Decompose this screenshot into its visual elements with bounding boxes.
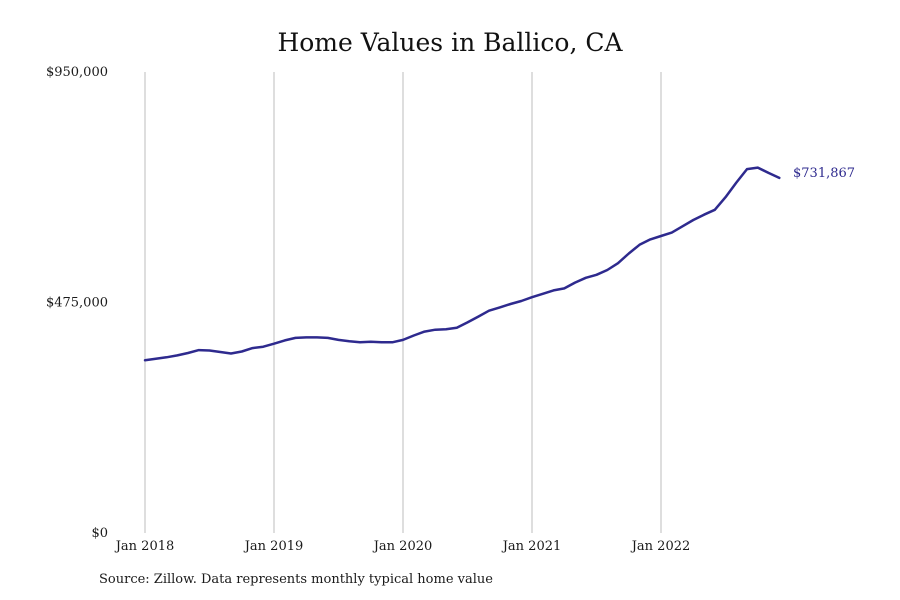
x-tick-label: Jan 2020 [372, 539, 433, 554]
gridlines [144, 72, 662, 533]
x-tick-label: Jan 2018 [114, 539, 175, 554]
source-note: Source: Zillow. Data represents monthly … [99, 572, 493, 587]
y-tick-label: $475,000 [46, 296, 108, 311]
chart-title: Home Values in Ballico, CA [277, 28, 623, 57]
x-tick-label: Jan 2022 [630, 539, 691, 554]
y-tick-label: $0 [91, 526, 108, 541]
x-tick-label: Jan 2021 [501, 539, 562, 554]
x-axis-ticks: Jan 2018 Jan 2019 Jan 2020 Jan 2021 Jan 2022 [114, 539, 691, 554]
end-value-label: $731,867 [793, 166, 855, 181]
x-tick-label: Jan 2019 [243, 539, 304, 554]
y-tick-label: $950,000 [46, 65, 108, 80]
y-axis-ticks: $0 $475,000 $950,000 [46, 65, 108, 541]
series-layer: $731,867 [143, 166, 855, 362]
series-line [143, 166, 781, 362]
